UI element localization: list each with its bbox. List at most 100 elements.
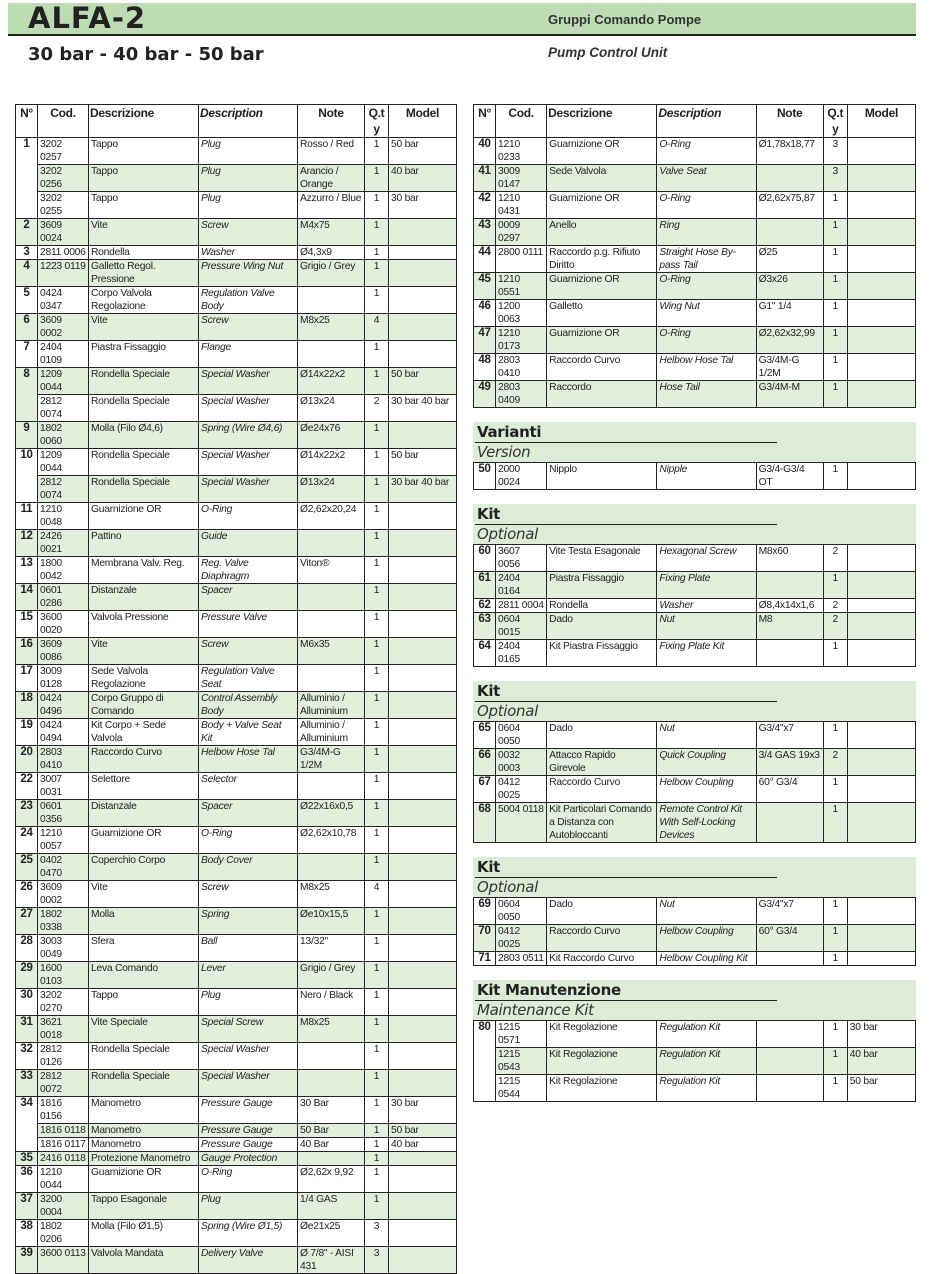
code: 3600 0020 (37, 610, 89, 638)
quantity: 1 (822, 775, 848, 803)
quantity: 1 (822, 272, 848, 300)
item-number: 34 (15, 1096, 38, 1152)
code: 2404 0109 (37, 340, 89, 368)
table-row: 8 1209 0044 Rondella Speciale Special Washe… (15, 367, 457, 422)
code: 1210 0048 (37, 502, 89, 530)
item-number: 62 (472, 598, 497, 613)
table-row: 47 1210 0173 Guarnizione OR O-Ring Ø2,62x32,… (472, 326, 917, 354)
item-number: 31 (15, 1015, 38, 1043)
note (755, 1074, 824, 1102)
model (846, 598, 917, 613)
descrizione: Raccordo Curvo (546, 775, 658, 803)
quantity: 1 (822, 218, 848, 246)
note (297, 664, 365, 692)
descrizione: Membrana Valv. Reg. (88, 556, 199, 584)
quantity: 4 (364, 313, 389, 341)
code: 2812 0074 (37, 475, 89, 503)
note: Øe24x76 (297, 421, 365, 449)
description: Helbow Hose Tal (656, 353, 757, 381)
code: 1210 0551 (495, 272, 548, 300)
table-row: 69 0604 0050 Dado Nut G3/4"x7 1 (472, 897, 917, 925)
table-row: 23 0601 0356 Distanzale Spacer Ø22x16x0,5 1 (15, 799, 457, 827)
descrizione: Dado (546, 897, 658, 925)
description: Lever (198, 961, 298, 989)
note: Ø2,62x75,87 (755, 191, 824, 219)
model (388, 421, 457, 449)
model (388, 1246, 457, 1274)
item-number: 35 (15, 1151, 38, 1166)
descrizione: Dado (546, 612, 658, 640)
quantity: 1 (364, 556, 389, 584)
item-number: 11 (15, 502, 38, 530)
parts-table-right: N° Cod. Descrizione Description Note Q.ty Mode… (472, 104, 917, 408)
code: 0412 0025 (495, 924, 548, 952)
quantity: 1 (364, 610, 389, 638)
note (297, 610, 365, 638)
description: Body Cover (198, 853, 298, 881)
note (297, 853, 365, 881)
description: Guide (198, 529, 298, 557)
model (388, 1069, 457, 1097)
note: Azzurro / Blue (297, 191, 365, 219)
note (755, 164, 824, 192)
descrizione: Sfera (88, 934, 199, 962)
item-number: 16 (15, 637, 38, 665)
descrizione: Tappo (88, 191, 199, 219)
code: 1210 0057 (37, 826, 89, 854)
note (297, 583, 365, 611)
descrizione: Kit Piastra Fissaggio (546, 639, 658, 667)
item-number: 80 (472, 1020, 497, 1102)
descrizione: Guarnizione OR (88, 502, 199, 530)
note (297, 340, 365, 368)
descrizione: Corpo Gruppo di Comando (88, 691, 199, 719)
description: Special Washer (198, 475, 298, 503)
table-row: 19 0424 0494 Kit Corpo + Sede Valvola Body … (15, 718, 457, 746)
description: Valve Seat (656, 164, 757, 192)
item-number: 71 (472, 951, 497, 966)
quantity: 1 (822, 924, 848, 952)
note: M8x25 (297, 880, 365, 908)
section-subtitle: Optional (477, 525, 539, 543)
model (846, 897, 917, 925)
code: 2000 0024 (495, 462, 548, 490)
code: 0604 0050 (495, 897, 548, 925)
note (297, 1069, 365, 1097)
table-row: 4 1223 0119 Galletto Regol. Pressione Press… (15, 259, 457, 287)
note: Øe21x25 (297, 1219, 365, 1247)
table-row: 46 1200 0063 Galletto Wing Nut G1" 1/4 1 (472, 299, 917, 327)
note: Ø2,62x10,78 (297, 826, 365, 854)
note (755, 639, 824, 667)
table-row: 24 1210 0057 Guarnizione OR O-Ring Ø2,62x10,… (15, 826, 457, 854)
item-number: 69 (472, 897, 497, 925)
item-number: 67 (472, 775, 497, 803)
description: Plug (198, 164, 298, 192)
code: 0424 0347 (37, 286, 89, 314)
description: Helbow Hose Tal (198, 745, 298, 773)
note: Grigio / Grey (297, 259, 365, 287)
note: Ø4,3x9 (297, 245, 365, 260)
descrizione: Molla (Filo Ø4,6) (88, 421, 199, 449)
pressure-range: 30 bar - 40 bar - 50 bar (28, 44, 264, 65)
descrizione: Raccordo (546, 380, 658, 408)
code: 1223 0119 (37, 259, 89, 287)
description: Ring (656, 218, 757, 246)
code: 2811 0006 (37, 245, 89, 260)
descrizione: Guarnizione OR (88, 1165, 199, 1193)
code: 2404 0164 (495, 571, 548, 599)
quantity: 2 (364, 394, 389, 422)
item-number: 1 (15, 137, 38, 219)
quantity: 1 (364, 1015, 389, 1043)
item-number: 19 (15, 718, 38, 746)
item-number: 24 (15, 826, 38, 854)
table-row: 12 2426 0021 Pattino Guide 1 (15, 529, 457, 557)
code: 2812 0072 (37, 1069, 89, 1097)
table-row: 66 0032 0003 Attacco Rapido Girevole Quick … (472, 748, 917, 776)
code: 3609 0002 (37, 313, 89, 341)
table-row: 2812 0074 Rondella Speciale Special Washer… (16, 394, 457, 422)
descrizione: Kit Particolari Comando a Distanza con A… (546, 802, 658, 843)
quantity: 1 (364, 853, 389, 881)
section-header: Varianti Version (473, 422, 916, 462)
item-number: 4 (15, 259, 38, 287)
section-header: Kit Optional (473, 681, 916, 721)
item-number: 49 (472, 380, 497, 408)
